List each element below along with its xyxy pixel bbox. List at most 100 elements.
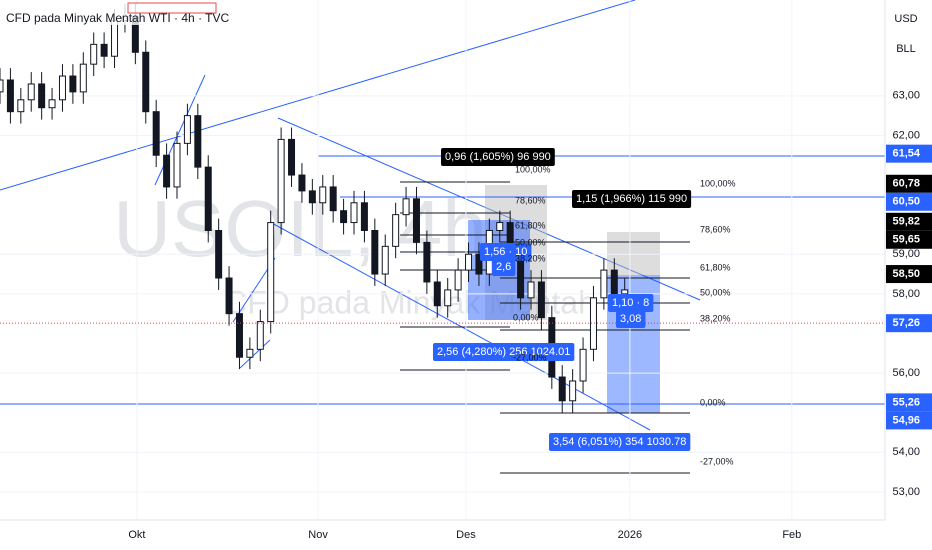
price-tag-label: 60,50: [892, 196, 920, 208]
candle-body: [517, 257, 525, 299]
candle-body: [17, 99, 25, 113]
channel-line: [269, 221, 651, 431]
candle-body: [267, 222, 275, 323]
candle-body: [433, 281, 441, 307]
currency[interactable]: USD: [894, 13, 917, 25]
candle-body: [621, 289, 629, 295]
candle-body: [69, 75, 77, 93]
candle-body: [319, 186, 327, 204]
price-tag: [886, 212, 932, 231]
fib-label: 38,20%: [515, 253, 546, 263]
candle-body: [569, 380, 577, 402]
price-tag-label: 59,82: [892, 216, 920, 228]
candle-body: [246, 348, 254, 358]
annotation-label: 2,56 (4,280%) 256 1024.01: [437, 346, 570, 358]
y-tick-label: 58,00: [892, 288, 920, 300]
fib-label: 78,60%: [700, 224, 731, 234]
annotation-label: 2,6: [496, 261, 511, 273]
price-tag: [886, 411, 932, 430]
candle-body: [235, 313, 243, 358]
candle-body: [579, 348, 587, 382]
candle-body: [0, 79, 4, 93]
trendline: [0, 0, 636, 191]
candle-body: [225, 277, 233, 315]
fib-label: 38,20%: [700, 313, 731, 323]
price-tag: [886, 144, 932, 163]
x-tick-label: Okt: [128, 529, 145, 541]
unit[interactable]: BLL: [896, 43, 916, 55]
fib-box: [607, 232, 660, 275]
candle-body: [423, 241, 431, 283]
candle-body: [610, 269, 618, 295]
price-tag: [886, 314, 932, 333]
annotation-box: [480, 243, 532, 261]
price-tag-label: 58,50: [892, 268, 920, 280]
candle-body: [454, 269, 462, 291]
candle-body: [215, 229, 223, 279]
candle-body: [183, 115, 191, 144]
price-tag-label: 60,78: [892, 178, 920, 190]
candle-body: [402, 198, 410, 216]
candle-body: [350, 202, 358, 224]
candle-body: [444, 289, 452, 307]
y-tick-label: 59,00: [892, 248, 920, 260]
plot: [0, 0, 885, 520]
candle-body: [412, 198, 420, 243]
fib-label: 0,00%: [513, 312, 539, 322]
fib-label: -27,00%: [513, 352, 547, 362]
candle-body: [48, 99, 56, 109]
candle-body: [329, 186, 337, 212]
candle-body: [194, 115, 202, 168]
candle-body: [340, 210, 348, 224]
annotation-label: 3,54 (6,051%) 354 1030.78: [553, 436, 686, 448]
price-tag: [886, 230, 932, 249]
price-tag-label: 57,26: [892, 317, 920, 329]
trendline: [239, 339, 271, 369]
candle-body: [527, 281, 535, 299]
candle-body: [475, 253, 483, 275]
candle-body: [100, 43, 108, 57]
candle-body: [589, 297, 597, 350]
price-tag-label: 61,54: [892, 148, 920, 160]
annotation-label: 1,56 · 10: [484, 246, 527, 258]
fib-label: 78,60%: [515, 195, 546, 205]
candle-body: [496, 222, 504, 231]
annotation-box: [616, 310, 646, 328]
candle-body: [360, 202, 368, 231]
candle-body: [256, 321, 264, 350]
candle-body: [558, 376, 566, 402]
candle-body: [111, 20, 119, 57]
x-tick-label: 2026: [618, 529, 642, 541]
header-title[interactable]: CFD pada Minyak Mentah WTI · 4h · TVC: [6, 11, 230, 25]
fib-label: 50,00%: [515, 237, 546, 247]
fib-label: 50,00%: [700, 287, 731, 297]
header-bg: [0, 5, 220, 25]
annotation-label: 1,10 · 8: [612, 297, 649, 309]
y-tick-label: 62,00: [892, 129, 920, 141]
y-tick-label: 54,00: [892, 446, 920, 458]
annotation-box: [549, 433, 691, 451]
candle-body: [371, 229, 379, 275]
candle-body: [204, 166, 212, 231]
y-tick-label: 53,00: [892, 486, 920, 498]
annotation-box: [492, 258, 516, 276]
candle-body: [173, 142, 181, 188]
y-tick-label: 63,00: [892, 90, 920, 102]
fib-label: 0,00%: [700, 397, 726, 407]
price-tag-label: 55,26: [892, 396, 920, 408]
annotation-box: [572, 190, 692, 208]
annotation-box: [441, 148, 555, 166]
annotation-label: 3,08: [620, 313, 641, 325]
price-tag: [886, 192, 932, 211]
fib-label: 100,00%: [515, 164, 551, 174]
x-tick-label: Des: [456, 529, 476, 541]
annotation-label: 0,96 (1,605%) 96 990: [445, 151, 551, 163]
candle-body: [308, 190, 316, 204]
price-tag: [886, 393, 932, 412]
candle-body: [163, 154, 171, 188]
price-tag: [886, 265, 932, 284]
fib-label: 100,00%: [700, 178, 736, 188]
candle-body: [38, 83, 46, 109]
annotation-box: [433, 343, 575, 361]
